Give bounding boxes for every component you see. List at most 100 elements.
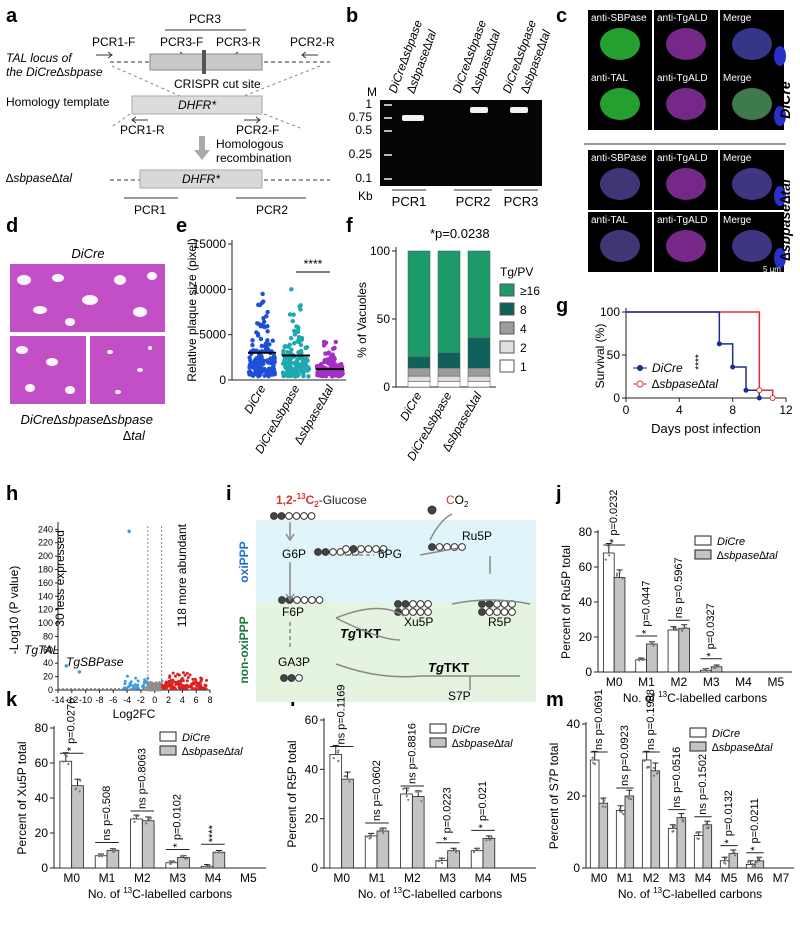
category-label: M3	[703, 675, 720, 689]
marker-label: M	[367, 85, 377, 99]
carbon-atom	[287, 674, 296, 682]
replicate-point	[114, 848, 117, 851]
plaque-point	[263, 345, 268, 350]
carbon-atom	[357, 545, 365, 553]
plaque-point	[293, 363, 299, 368]
isotope-bar	[624, 795, 635, 869]
micro-channel-label: anti-SBPase	[591, 13, 647, 24]
plaque-point	[261, 299, 266, 304]
survival-point-dicre	[756, 395, 762, 401]
panel-c-microscopy: anti-SBPase anti-TgALD Merge anti-TAL anti-T…	[584, 10, 786, 272]
replicate-point	[620, 810, 623, 814]
carbon-atom	[329, 548, 337, 556]
plaque-point	[329, 374, 335, 379]
volcano-point-sbpase	[77, 670, 82, 674]
legend-swatch-dicre	[429, 723, 447, 734]
replicate-point	[627, 794, 631, 798]
plaque-point	[303, 345, 308, 351]
survival-point-mutant	[769, 395, 776, 401]
tkt-label-2: TgTKT	[428, 660, 469, 675]
isotope-bar	[667, 828, 678, 869]
replicate-point	[132, 817, 135, 820]
plaque-point	[316, 364, 322, 369]
volcano-point-up	[189, 683, 193, 687]
g6p-label: G6P	[282, 547, 306, 561]
locus-line1: TAL locus of	[6, 51, 73, 65]
category-label: M0	[591, 871, 608, 885]
replicate-point	[652, 774, 656, 777]
isotope-bar	[678, 627, 691, 673]
volcano-point-down	[123, 682, 127, 686]
volcano-point-up	[174, 683, 178, 687]
replicate-point	[591, 756, 594, 759]
plaque-point	[271, 353, 277, 359]
isotope-bar	[482, 838, 496, 869]
category-label: DiCre	[397, 389, 425, 423]
y-axis-label: Percent of R5P total	[285, 740, 299, 847]
category-label: M3	[439, 871, 456, 885]
plaque-point	[288, 357, 293, 362]
replicate-point	[406, 789, 409, 792]
replicate-point	[705, 821, 708, 825]
replicate-point	[184, 857, 187, 860]
replicate-point	[336, 751, 340, 754]
homol-line1: Homologous	[216, 137, 283, 151]
plaque-point	[250, 342, 255, 348]
ladder-05: 0.5	[355, 123, 372, 137]
plaque-label-dicre: DiCre	[71, 246, 104, 261]
volcano-point-up	[204, 678, 208, 682]
volcano-point-up	[199, 686, 203, 690]
vacuole-stack-segment	[407, 367, 431, 377]
replicate-point	[604, 805, 607, 809]
y-axis-label: % of Vacuoles	[355, 282, 369, 358]
replicate-point	[402, 787, 405, 791]
category-label: M0	[606, 675, 623, 689]
plaque-point	[333, 339, 339, 345]
isotope-bar	[710, 666, 723, 673]
plaque-point	[291, 328, 297, 334]
replicate-point	[149, 817, 152, 820]
isotope-bar	[646, 643, 658, 673]
y-tick-label: 100	[370, 244, 390, 258]
category-label: M7	[773, 871, 790, 885]
replicate-point	[618, 571, 621, 574]
volcano-point-up	[191, 677, 195, 681]
replicate-point	[646, 766, 649, 769]
plaque-point	[265, 309, 270, 315]
carbon-atom	[458, 543, 466, 551]
carbon-atom	[364, 545, 373, 553]
parasite-signal	[600, 88, 640, 120]
carbon-atom	[295, 674, 303, 682]
y-tick-label: 160	[38, 578, 53, 588]
sig-annotation: ns p=0.8816	[406, 723, 418, 784]
replicate-point	[604, 558, 607, 561]
gel-image	[380, 100, 542, 186]
carbon-atom	[280, 674, 288, 682]
volcano-point-up	[198, 681, 202, 685]
volcano-point-up	[161, 687, 165, 691]
replicate-point	[420, 790, 423, 793]
isotope-bar	[728, 853, 739, 869]
f6p-label: F6P	[282, 605, 304, 619]
volcano-point-up	[174, 680, 178, 684]
volcano-point-down	[136, 683, 140, 687]
legend-label: ≥16	[520, 284, 540, 298]
plaque-point	[332, 345, 337, 351]
plaque-point	[338, 371, 343, 377]
homol-line2: recombination	[216, 151, 291, 165]
y-tick-label: 60	[43, 645, 53, 655]
x-tick-label: -4	[123, 695, 131, 705]
plaque-point	[270, 371, 275, 376]
plaque-point	[250, 338, 255, 343]
replicate-point	[343, 775, 346, 778]
replicate-point	[111, 849, 114, 852]
carbon-atom	[500, 608, 509, 616]
category-label: M5	[721, 871, 738, 885]
sig-annotation: ns p=0.8063	[136, 748, 148, 809]
isotope-bar	[364, 835, 378, 869]
pcr2f-label: PCR2-F	[236, 123, 279, 137]
x-tick-label: 0	[623, 403, 630, 417]
x-axis-label: No. of 13C-labelled carbons	[88, 886, 232, 901]
plaque-point	[284, 372, 290, 378]
